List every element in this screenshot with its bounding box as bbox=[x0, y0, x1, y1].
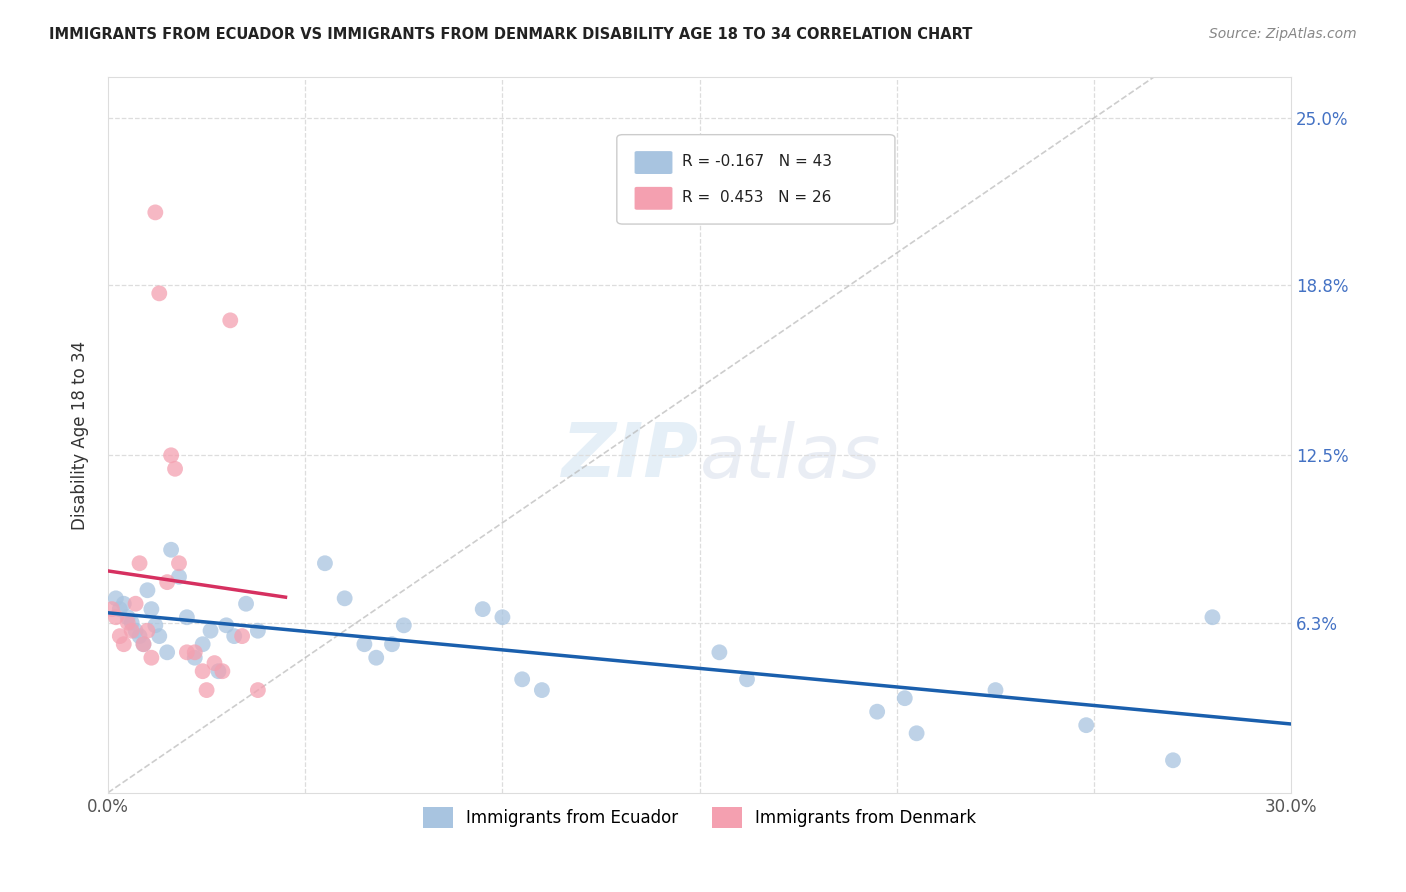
Point bbox=[167, 570, 190, 584]
Point bbox=[160, 448, 183, 462]
Legend: Immigrants from Ecuador, Immigrants from Denmark: Immigrants from Ecuador, Immigrants from… bbox=[416, 801, 983, 834]
Point bbox=[709, 645, 731, 659]
Point bbox=[148, 629, 170, 643]
Point bbox=[984, 683, 1007, 698]
Point bbox=[148, 286, 170, 301]
Point bbox=[381, 637, 404, 651]
Point bbox=[184, 645, 207, 659]
Point bbox=[163, 462, 186, 476]
Point bbox=[219, 313, 242, 327]
Point bbox=[200, 624, 222, 638]
Point bbox=[156, 575, 179, 590]
Point bbox=[141, 602, 163, 616]
Point bbox=[112, 597, 135, 611]
Point bbox=[132, 637, 155, 651]
Point bbox=[224, 629, 246, 643]
Point bbox=[136, 624, 159, 638]
Text: IMMIGRANTS FROM ECUADOR VS IMMIGRANTS FROM DENMARK DISABILITY AGE 18 TO 34 CORRE: IMMIGRANTS FROM ECUADOR VS IMMIGRANTS FR… bbox=[49, 27, 973, 42]
Text: Source: ZipAtlas.com: Source: ZipAtlas.com bbox=[1209, 27, 1357, 41]
Point bbox=[366, 650, 388, 665]
Point bbox=[211, 664, 233, 678]
Text: R = -0.167   N = 43: R = -0.167 N = 43 bbox=[682, 154, 832, 169]
Point bbox=[156, 645, 179, 659]
Point bbox=[207, 664, 229, 678]
Point bbox=[112, 637, 135, 651]
Point bbox=[392, 618, 415, 632]
Point bbox=[246, 624, 269, 638]
Point bbox=[128, 556, 150, 570]
Point bbox=[117, 610, 139, 624]
Point bbox=[104, 591, 127, 606]
Point bbox=[101, 602, 124, 616]
Point bbox=[231, 629, 253, 643]
Point bbox=[117, 615, 139, 630]
Point bbox=[108, 602, 131, 616]
Point bbox=[104, 610, 127, 624]
Point bbox=[1076, 718, 1098, 732]
Point bbox=[314, 556, 336, 570]
Point bbox=[160, 542, 183, 557]
Point bbox=[905, 726, 928, 740]
Point bbox=[866, 705, 889, 719]
Point bbox=[176, 645, 198, 659]
Point bbox=[333, 591, 356, 606]
Point bbox=[191, 664, 214, 678]
Point bbox=[894, 691, 917, 706]
Point bbox=[235, 597, 257, 611]
Point bbox=[471, 602, 494, 616]
Point bbox=[167, 556, 190, 570]
Point bbox=[132, 637, 155, 651]
Point bbox=[530, 683, 553, 698]
Point bbox=[141, 650, 163, 665]
Point bbox=[735, 673, 758, 687]
Y-axis label: Disability Age 18 to 34: Disability Age 18 to 34 bbox=[72, 341, 89, 530]
Point bbox=[176, 610, 198, 624]
Text: ZIP: ZIP bbox=[562, 420, 700, 493]
Point bbox=[510, 673, 533, 687]
Point bbox=[136, 583, 159, 598]
Point bbox=[195, 683, 218, 698]
FancyBboxPatch shape bbox=[617, 135, 894, 224]
Point bbox=[124, 597, 146, 611]
Text: R =  0.453   N = 26: R = 0.453 N = 26 bbox=[682, 190, 831, 205]
Point bbox=[246, 683, 269, 698]
Text: atlas: atlas bbox=[700, 420, 882, 492]
Point bbox=[1161, 753, 1184, 767]
Point bbox=[128, 629, 150, 643]
Point bbox=[121, 615, 143, 630]
Point bbox=[491, 610, 513, 624]
FancyBboxPatch shape bbox=[634, 186, 672, 210]
Point bbox=[108, 629, 131, 643]
Point bbox=[184, 650, 207, 665]
Point bbox=[191, 637, 214, 651]
Point bbox=[121, 624, 143, 638]
Point bbox=[124, 624, 146, 638]
Point bbox=[1201, 610, 1223, 624]
Point bbox=[204, 656, 226, 670]
Point bbox=[143, 205, 166, 219]
FancyBboxPatch shape bbox=[634, 151, 672, 174]
Point bbox=[215, 618, 238, 632]
Point bbox=[353, 637, 375, 651]
Point bbox=[143, 618, 166, 632]
